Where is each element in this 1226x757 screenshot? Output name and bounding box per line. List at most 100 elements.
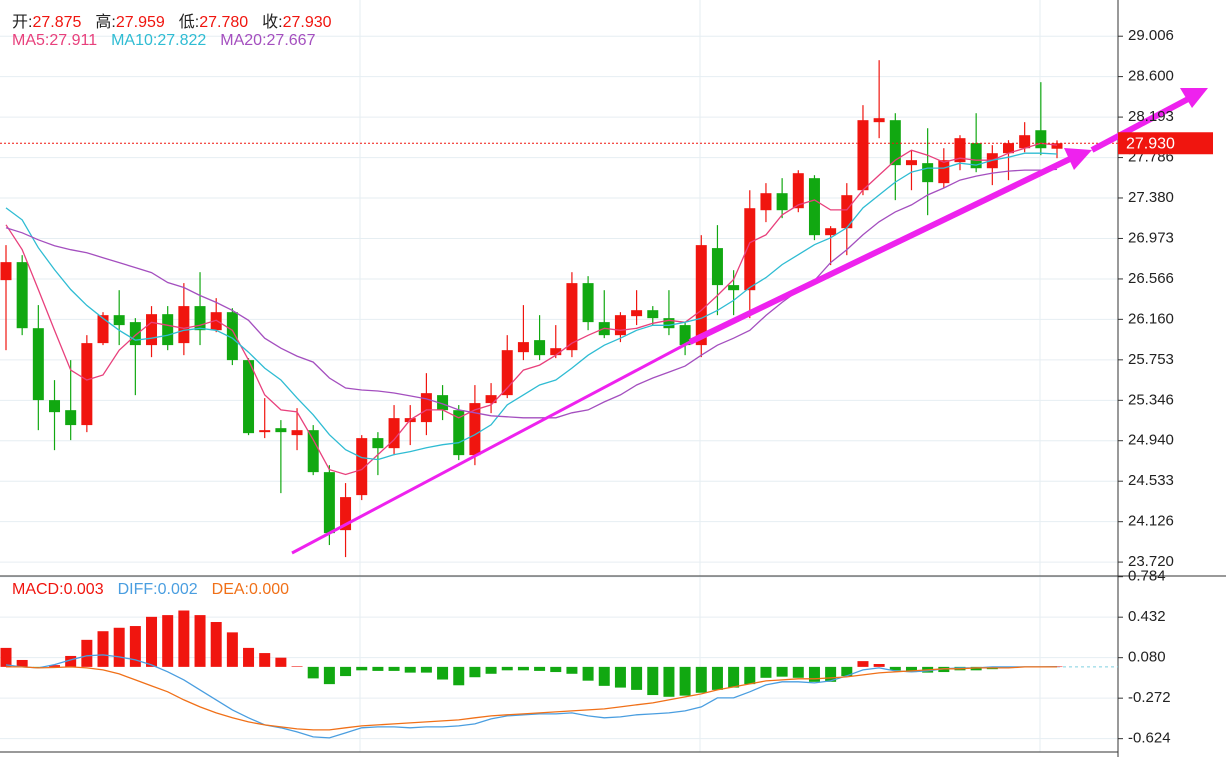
candle-body	[97, 315, 109, 344]
macd-bar	[291, 666, 303, 667]
line-series	[5, 142, 1058, 476]
macd-bar	[517, 666, 529, 671]
y-tick-label: 26.566	[1128, 270, 1174, 287]
candle-body	[501, 350, 513, 396]
quote-value: 27.780	[199, 14, 249, 31]
y-tick-label: 27.380	[1128, 189, 1174, 206]
trend-arrow	[1090, 95, 1192, 153]
candle-body	[534, 340, 546, 356]
candle-body	[631, 310, 643, 317]
macd-bar	[938, 666, 950, 673]
y-tick-label: -0.624	[1128, 730, 1171, 747]
macd-bar	[647, 666, 659, 696]
y-tick-label: 25.346	[1128, 391, 1174, 408]
candle-body	[728, 285, 740, 291]
macd-bar	[307, 666, 319, 679]
macd-bar	[808, 666, 820, 682]
quote-label: 开:	[12, 14, 33, 31]
quote-value: 27.875	[32, 14, 82, 31]
candle-body	[307, 430, 319, 473]
macd-bar	[437, 666, 449, 680]
y-tick-label: 25.753	[1128, 351, 1174, 368]
line-series	[5, 168, 1058, 419]
legend-label: MA5:	[12, 32, 50, 49]
candle-body	[792, 173, 804, 209]
candle-body	[388, 418, 400, 449]
macd-bar	[614, 666, 626, 688]
legend-value: 0.002	[157, 581, 198, 598]
candle-body	[663, 318, 675, 329]
macd-bar	[873, 664, 885, 667]
candle-body	[243, 360, 255, 434]
macd-bar	[825, 666, 837, 682]
candle-body	[340, 497, 352, 531]
macd-bar	[404, 666, 416, 673]
legend-label: MA10:	[111, 32, 158, 49]
last-price-tag	[1118, 132, 1213, 155]
legend-value: 0.000	[249, 581, 290, 598]
grid	[0, 35, 1118, 740]
macd-bar	[97, 631, 109, 667]
candle-body	[437, 395, 449, 411]
candle-body	[32, 328, 44, 401]
macd-bar	[129, 626, 141, 667]
legend-label: MA20:	[220, 32, 267, 49]
macd-bar	[340, 666, 352, 677]
macd-bar	[663, 666, 675, 697]
candle-body	[453, 410, 465, 456]
y-tick-label: 28.600	[1128, 68, 1174, 85]
candle-body	[711, 248, 723, 286]
quote-label: 低:	[178, 14, 200, 31]
candle-body	[210, 312, 222, 331]
candle-body	[808, 178, 820, 236]
trend-line	[291, 340, 691, 555]
macd-legend: MACD:0.003 DIFF:0.002 DEA:0.000	[12, 581, 303, 599]
macd-bar	[728, 666, 740, 688]
macd-bar	[744, 666, 756, 685]
macd-bar	[113, 627, 125, 667]
macd-bar	[388, 666, 400, 671]
candle-body	[162, 314, 174, 346]
candle-body	[65, 410, 77, 426]
macd-bar	[534, 666, 546, 671]
legend-label: MACD:	[12, 581, 64, 598]
macd-bar	[889, 666, 901, 671]
macd-bar	[323, 666, 335, 685]
arrow-head	[1180, 88, 1208, 108]
candle-body	[0, 262, 12, 281]
candle-body	[905, 160, 917, 166]
candle-body	[647, 310, 659, 319]
y-tick-label: 26.160	[1128, 310, 1174, 327]
y-tick-label: 29.006	[1128, 27, 1174, 44]
macd-bar	[259, 653, 271, 667]
macd-bar	[194, 615, 206, 667]
macd-bar	[679, 666, 691, 696]
candle-body	[857, 120, 869, 191]
y-tick-label: 0.080	[1128, 649, 1166, 666]
quote-label: 收:	[262, 14, 283, 31]
arrow-head	[1064, 148, 1092, 170]
y-tick-label: 28.193	[1128, 108, 1174, 125]
y-tick-label: 24.126	[1128, 513, 1174, 530]
candle-body	[291, 430, 303, 436]
candle-body	[323, 472, 335, 534]
line-series	[5, 654, 1058, 739]
macd-bar	[760, 666, 772, 678]
candle-body	[259, 430, 271, 433]
macd-bar	[550, 666, 562, 673]
macd-bar	[16, 659, 28, 667]
line-series	[6, 666, 1057, 731]
macd-bar	[420, 666, 432, 673]
y-tick-label: 24.940	[1128, 432, 1174, 449]
y-tick-label: 24.533	[1128, 472, 1174, 489]
macd-bar	[226, 632, 238, 667]
trend-arrow	[688, 155, 1074, 345]
macd-bar	[453, 666, 465, 686]
legend-value: 27.667	[266, 32, 316, 49]
quote-label: 高:	[95, 14, 116, 31]
quote-value: 27.959	[115, 14, 165, 31]
ma-legend: MA5:27.911 MA10:27.822 MA20:27.667	[12, 32, 329, 50]
macd-bar	[485, 666, 497, 674]
